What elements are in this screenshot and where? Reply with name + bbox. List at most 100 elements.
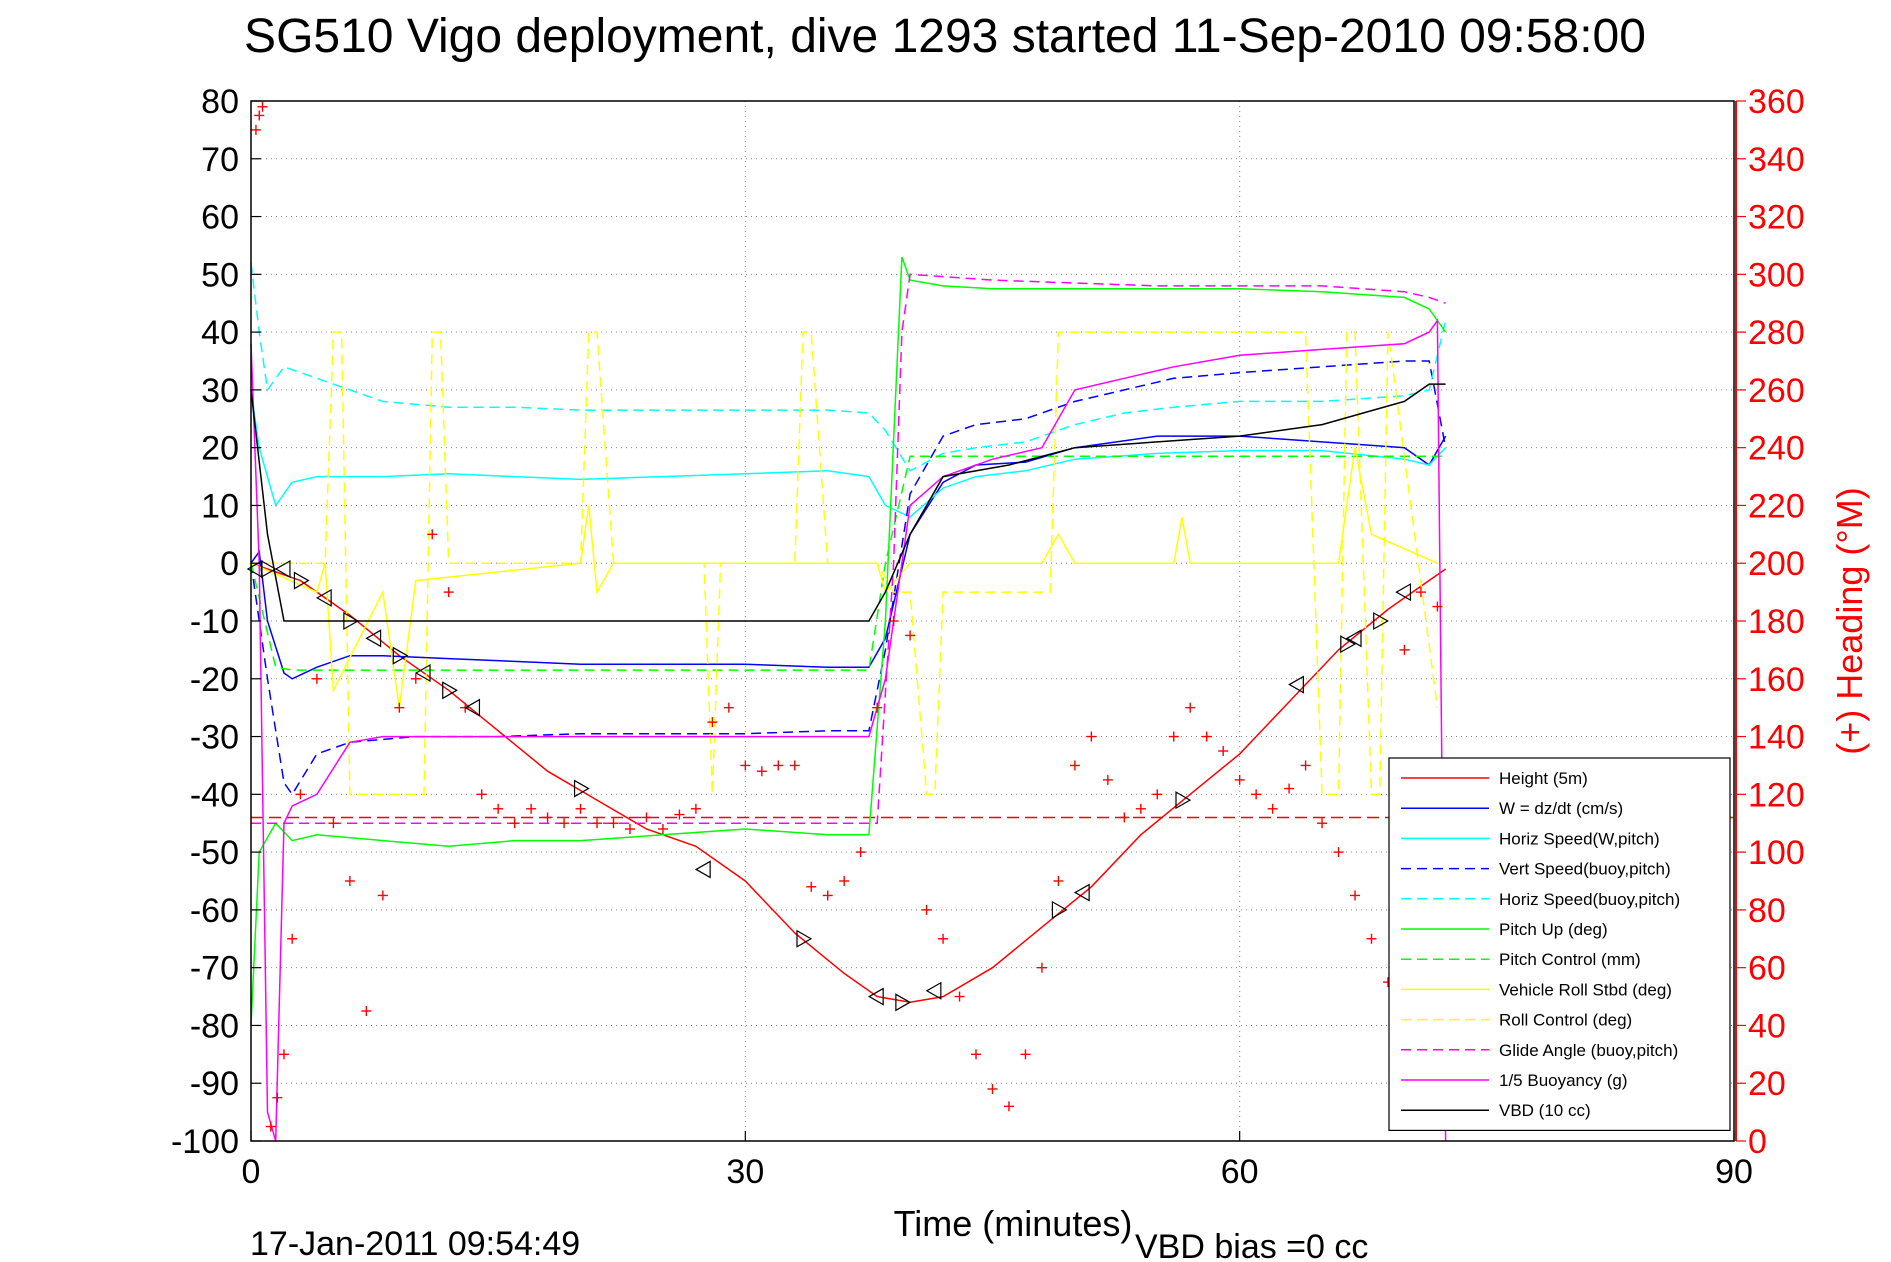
legend-box [1388,757,1731,1131]
legend-label: Vehicle Roll Stbd (deg) [1499,980,1672,999]
legend-label: Vert Speed(buoy,pitch) [1499,860,1671,879]
y2-tick-label: 220 [1748,487,1805,525]
y2-tick-label: 20 [1748,1065,1786,1103]
legend-label: W = dz/dt (cm/s) [1499,799,1623,818]
series-horiz-speed-buoy-pitch [250,262,1447,472]
heading-point [1201,731,1212,742]
heading-point [987,1084,998,1094]
heading-point [443,587,454,598]
glider-marker [925,981,942,1000]
glider-marker [796,929,813,948]
y2-tick-label: 40 [1748,1007,1786,1045]
heading-point [1003,1101,1014,1112]
y-tick-label: -60 [190,892,239,930]
heading-point [1284,783,1295,794]
heading-point [526,803,537,814]
heading-point [1267,803,1278,814]
heading-point [1168,731,1179,742]
glider-marker [392,646,409,665]
heading-point [657,824,668,834]
y2-tick-label: 120 [1748,776,1805,814]
y2-tick-label: 300 [1748,256,1805,294]
y2-tick-label: 160 [1748,661,1805,699]
right-y-axis-label: (+) Heading (°M) [1829,487,1870,754]
heading-point [1053,876,1064,886]
heading-point [1366,933,1377,944]
heading-point [287,933,298,944]
heading-point [295,789,306,800]
series-vbd-10-cc [250,383,1446,622]
glider-marker [293,571,310,590]
heading-point [1086,731,1097,742]
glider-marker [867,987,884,1006]
heading-point [575,803,586,814]
heading-point [559,818,570,829]
heading-point [509,818,520,829]
y-tick-label: -50 [190,834,239,872]
heading-point [257,101,268,112]
right-y-axis-heading: 3603403203002802602402202001801601401201… [1735,83,1805,1161]
heading-point [1135,803,1146,814]
heading-point [1350,890,1361,901]
heading-point [344,876,355,886]
y-tick-label: -100 [171,1123,239,1161]
heading-point [265,1121,276,1132]
glider-marker [1395,583,1412,602]
heading-point [250,124,261,135]
series-pitch-up-deg [250,256,1447,1026]
series-roll-control-deg [251,331,1439,796]
y2-tick-label: 80 [1748,892,1786,930]
y-tick-label: 20 [201,430,239,468]
y-tick-label: 40 [201,314,239,352]
glider-marker [694,860,711,879]
glider-marker [343,611,360,631]
legend: Height (5m) W = dz/dt (cm/s) Horiz Speed(W… [1388,757,1731,1131]
heading-point [690,803,701,814]
glider-marker [315,588,332,607]
legend-label: Roll Control (deg) [1499,1011,1632,1030]
glider-marker [895,993,912,1012]
series-glide-angle-buoy-pitch [251,273,1446,824]
heading-point [674,809,685,820]
glider-marker [1373,611,1389,631]
heading-point [1317,818,1328,829]
y-tick-label: 80 [201,83,239,121]
heading-point [311,673,322,684]
heading-point [872,702,883,713]
y-tick-label: -40 [190,776,239,814]
series-height-5m [250,562,1447,1004]
heading-point [954,991,965,1002]
y2-tick-label: 320 [1748,199,1805,237]
heading-point [1432,601,1443,612]
x-axis: 0 30 60 90 [242,1131,1753,1191]
series-1-5-buoyancy-g [250,318,1447,1142]
y2-tick-label: 260 [1748,372,1805,410]
series-lines [250,256,1734,1142]
heading-point [773,760,784,771]
footer-timestamp: 17-Jan-2011 09:54:49 [250,1225,580,1262]
heading-point [1185,702,1196,713]
heading-point [806,881,817,892]
y2-tick-label: 60 [1748,950,1786,988]
heading-point [254,110,265,121]
marker-layer [246,101,1443,1132]
heading-point [394,702,405,713]
heading-point [592,818,603,829]
heading-point [707,717,718,728]
heading-point [377,890,388,901]
chart-title: SG510 Vigo deployment, dive 1293 started… [244,10,1646,63]
y2-tick-label: 180 [1748,603,1805,641]
heading-point [855,847,866,858]
y2-tick-label: 100 [1748,834,1805,872]
glider-marker [274,559,291,579]
legend-label: Pitch Control (mm) [1499,950,1641,969]
heading-point [328,818,339,829]
glider-marker [1345,629,1362,648]
series-horiz-speed-w-pitch [250,389,1447,518]
left-y-axis: 80 70 60 50 40 30 20 10 0 -10 -20 -30 -40 -50 -60 -70 -8… [171,83,261,1161]
heading-point [1300,760,1311,771]
heading-point [822,890,833,901]
heading-point [608,818,619,829]
legend-label: Height (5m) [1499,769,1588,788]
